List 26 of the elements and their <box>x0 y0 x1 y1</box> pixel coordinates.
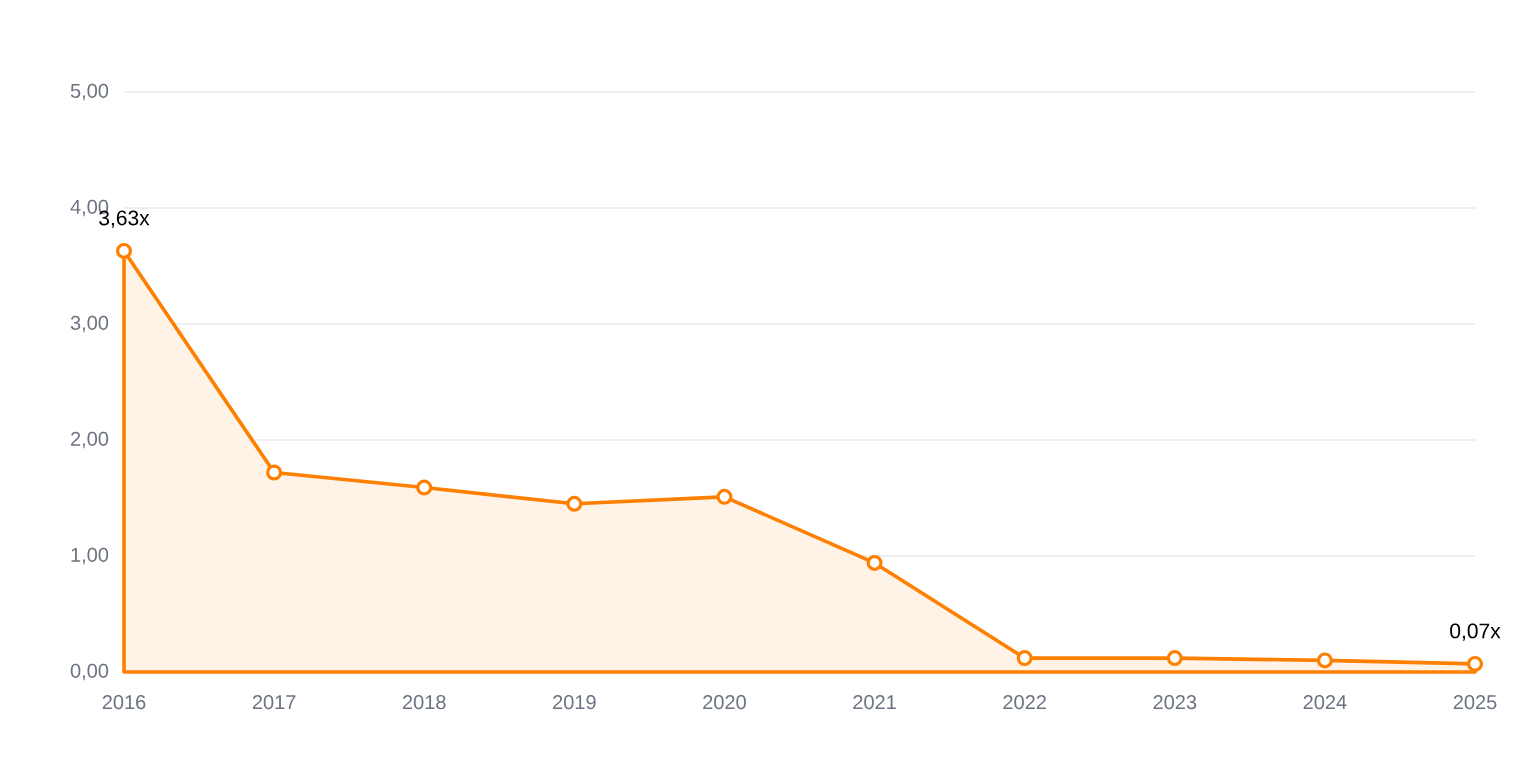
y-tick-label: 5,00 <box>70 83 109 101</box>
y-tick-label: 2,00 <box>71 431 109 449</box>
x-tick-label: 2025 <box>1453 695 1497 710</box>
point <box>116 242 132 259</box>
point <box>1016 650 1033 667</box>
x-tick-label: 2016 <box>102 695 146 710</box>
y-tick-label: 0,00 <box>70 663 109 681</box>
point <box>1316 652 1333 669</box>
x-tick-label: 2019 <box>553 695 596 710</box>
point <box>416 479 433 496</box>
point <box>1166 650 1183 667</box>
x-tick-label: 2024 <box>1303 695 1347 710</box>
x-tick-label: 2021 <box>853 695 896 710</box>
y-tick-label: 3,00 <box>70 315 109 333</box>
point <box>866 554 883 571</box>
point <box>716 488 733 505</box>
x-tick-label: 2020 <box>703 695 746 710</box>
x-tick-label: 2023 <box>1153 695 1197 710</box>
x-tick-label: 2018 <box>402 695 446 710</box>
data-label: 0,07x <box>1450 623 1501 641</box>
point <box>566 495 583 512</box>
point <box>266 464 283 481</box>
x-tick-label: 2017 <box>252 695 296 710</box>
y-tick-label: 1,00 <box>71 547 109 565</box>
point <box>1467 655 1484 672</box>
x-tick-label: 2022 <box>1003 695 1046 710</box>
